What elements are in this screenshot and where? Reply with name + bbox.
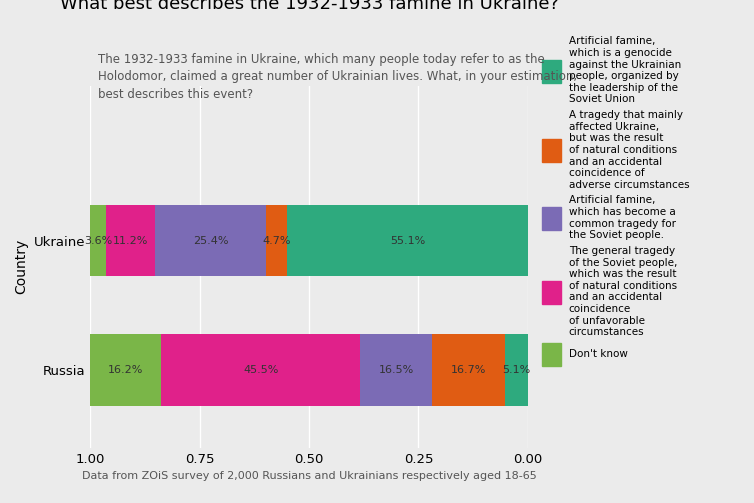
Y-axis label: Country: Country [14, 239, 29, 294]
Text: 16.2%: 16.2% [109, 365, 143, 375]
Bar [90, 205, 106, 276]
Bar [433, 334, 505, 405]
Text: 55.1%: 55.1% [390, 236, 425, 246]
Bar [287, 205, 528, 276]
Text: 25.4%: 25.4% [193, 236, 228, 246]
Text: 11.2%: 11.2% [113, 236, 149, 246]
Bar [155, 205, 266, 276]
Text: 45.5%: 45.5% [243, 365, 278, 375]
Bar [505, 334, 528, 405]
Bar [161, 334, 360, 405]
Bar [106, 205, 155, 276]
Text: 16.7%: 16.7% [452, 365, 486, 375]
Bar [266, 205, 287, 276]
Text: 5.1%: 5.1% [502, 365, 531, 375]
Text: 16.5%: 16.5% [379, 365, 414, 375]
Bar [360, 334, 433, 405]
Bar [90, 334, 161, 405]
Text: 4.7%: 4.7% [262, 236, 291, 246]
Text: 3.6%: 3.6% [84, 236, 112, 246]
Text: The 1932-1933 famine in Ukraine, which many people today refer to as the
Holodom: The 1932-1933 famine in Ukraine, which m… [98, 53, 577, 101]
X-axis label: Data from ZOiS survey of 2,000 Russians and Ukrainians respectively aged 18-65: Data from ZOiS survey of 2,000 Russians … [81, 471, 537, 481]
Title: What best describes the 1932-1933 famine in Ukraine?: What best describes the 1932-1933 famine… [60, 0, 559, 13]
Legend: Artificial famine,
which is a genocide
against the Ukrainian
people, organized b: Artificial famine, which is a genocide a… [542, 36, 689, 366]
